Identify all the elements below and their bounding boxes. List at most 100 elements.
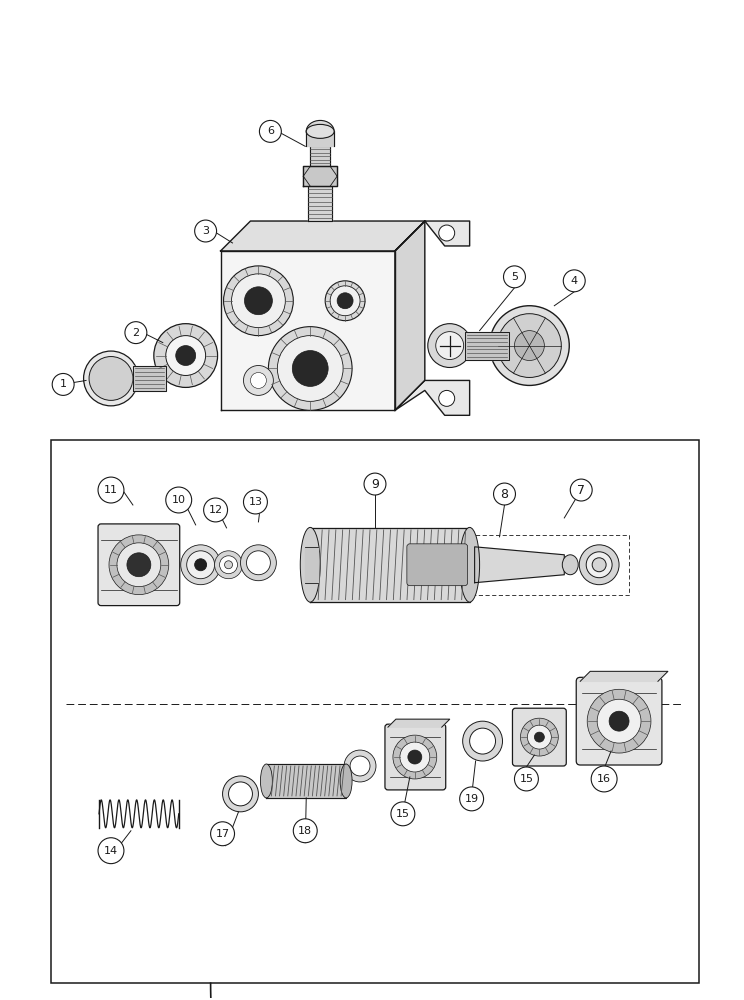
Circle shape xyxy=(293,819,317,843)
Circle shape xyxy=(344,750,376,782)
Circle shape xyxy=(597,699,641,743)
FancyBboxPatch shape xyxy=(577,677,662,765)
Circle shape xyxy=(325,281,365,321)
Circle shape xyxy=(504,266,525,288)
Circle shape xyxy=(563,270,586,292)
Circle shape xyxy=(125,322,147,344)
Circle shape xyxy=(400,742,430,772)
Circle shape xyxy=(117,543,161,587)
Circle shape xyxy=(570,479,592,501)
Circle shape xyxy=(228,782,252,806)
Circle shape xyxy=(493,483,516,505)
Ellipse shape xyxy=(307,120,334,142)
Bar xyxy=(51,440,699,983)
Circle shape xyxy=(195,559,207,571)
Polygon shape xyxy=(395,221,425,410)
Circle shape xyxy=(243,490,267,514)
Polygon shape xyxy=(304,166,337,186)
Circle shape xyxy=(223,266,293,336)
Text: 17: 17 xyxy=(216,829,230,839)
Circle shape xyxy=(214,551,243,579)
Circle shape xyxy=(243,366,273,395)
Text: 3: 3 xyxy=(202,226,209,236)
Text: 4: 4 xyxy=(571,276,578,286)
Circle shape xyxy=(166,487,192,513)
Circle shape xyxy=(330,286,360,316)
Text: 10: 10 xyxy=(172,495,186,505)
Circle shape xyxy=(436,332,464,360)
Circle shape xyxy=(428,324,472,367)
Circle shape xyxy=(534,732,545,742)
Circle shape xyxy=(52,373,74,395)
Text: 15: 15 xyxy=(396,809,410,819)
Circle shape xyxy=(521,718,558,756)
Circle shape xyxy=(439,390,455,406)
Circle shape xyxy=(350,756,370,776)
Circle shape xyxy=(187,551,214,579)
Polygon shape xyxy=(395,221,469,251)
Ellipse shape xyxy=(514,331,545,361)
Circle shape xyxy=(587,689,651,753)
Circle shape xyxy=(246,551,270,575)
Circle shape xyxy=(176,346,196,366)
FancyBboxPatch shape xyxy=(407,544,468,586)
Circle shape xyxy=(514,767,539,791)
Polygon shape xyxy=(580,671,668,681)
Polygon shape xyxy=(310,528,469,602)
Circle shape xyxy=(337,293,353,309)
Ellipse shape xyxy=(562,555,578,575)
Circle shape xyxy=(181,545,220,585)
Circle shape xyxy=(580,545,619,585)
Text: 5: 5 xyxy=(511,272,518,282)
Circle shape xyxy=(222,776,258,812)
Polygon shape xyxy=(308,186,332,221)
Circle shape xyxy=(408,750,422,764)
Text: 15: 15 xyxy=(519,774,533,784)
Circle shape xyxy=(609,711,629,731)
Polygon shape xyxy=(220,251,395,410)
Circle shape xyxy=(204,498,228,522)
Circle shape xyxy=(469,728,496,754)
Polygon shape xyxy=(465,332,510,360)
Circle shape xyxy=(278,336,343,401)
Circle shape xyxy=(269,327,352,410)
Ellipse shape xyxy=(460,527,480,602)
Polygon shape xyxy=(388,719,449,727)
Polygon shape xyxy=(307,131,334,146)
Circle shape xyxy=(463,721,502,761)
FancyBboxPatch shape xyxy=(513,708,566,766)
Circle shape xyxy=(195,220,217,242)
Ellipse shape xyxy=(301,527,320,602)
Circle shape xyxy=(527,725,551,749)
Circle shape xyxy=(219,556,237,574)
Circle shape xyxy=(439,225,455,241)
Circle shape xyxy=(364,473,386,495)
Circle shape xyxy=(231,274,286,328)
Circle shape xyxy=(292,351,328,386)
Circle shape xyxy=(586,552,612,578)
Circle shape xyxy=(225,561,233,569)
Circle shape xyxy=(592,558,606,572)
Circle shape xyxy=(391,802,415,826)
Text: 8: 8 xyxy=(501,488,508,501)
FancyBboxPatch shape xyxy=(98,524,180,606)
Polygon shape xyxy=(133,366,166,391)
Circle shape xyxy=(240,545,276,581)
Circle shape xyxy=(211,822,234,846)
Text: 9: 9 xyxy=(371,478,379,491)
Circle shape xyxy=(393,735,437,779)
Polygon shape xyxy=(310,146,330,166)
FancyBboxPatch shape xyxy=(385,724,446,790)
Text: 13: 13 xyxy=(248,497,263,507)
Text: 1: 1 xyxy=(60,379,67,389)
Ellipse shape xyxy=(89,357,133,400)
Polygon shape xyxy=(395,380,469,415)
Polygon shape xyxy=(475,547,564,583)
Ellipse shape xyxy=(498,314,561,377)
Circle shape xyxy=(166,336,205,375)
Text: 6: 6 xyxy=(267,126,274,136)
Ellipse shape xyxy=(83,351,138,406)
Circle shape xyxy=(98,477,124,503)
Polygon shape xyxy=(266,764,346,798)
Text: 11: 11 xyxy=(104,485,118,495)
